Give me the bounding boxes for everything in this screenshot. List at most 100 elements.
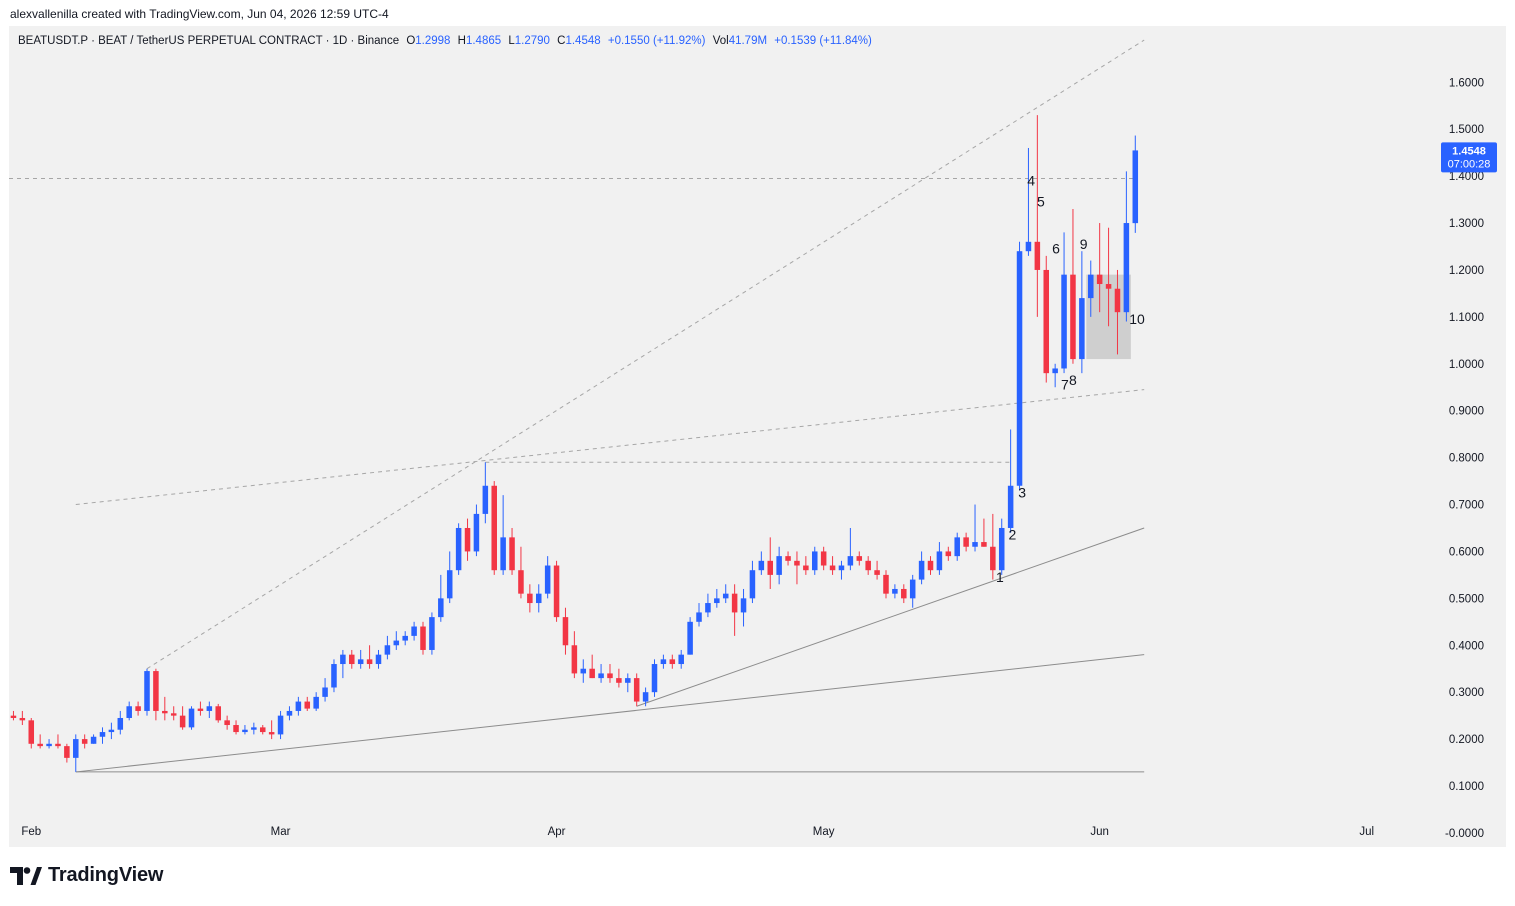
candle-body — [865, 560, 871, 571]
candle-body — [322, 687, 328, 697]
candle — [535, 584, 542, 613]
candle — [81, 734, 88, 749]
candle-body — [803, 565, 809, 571]
candle — [313, 692, 319, 711]
candle-body — [19, 717, 26, 721]
candle-body — [28, 720, 35, 744]
candle-body — [491, 485, 497, 571]
candle-body — [758, 560, 765, 571]
candle — [99, 727, 106, 744]
candle-body — [188, 708, 195, 728]
candle-body — [945, 551, 952, 557]
candle — [1123, 171, 1130, 322]
candle-body — [295, 701, 302, 711]
bar-countdown: 07:00:28 — [1448, 158, 1491, 170]
footer-brand[interactable]: TradingView — [10, 864, 163, 887]
candle — [580, 659, 587, 683]
candle-body — [1007, 485, 1014, 528]
candle-body — [215, 706, 221, 721]
candle — [366, 645, 373, 669]
candle-body — [429, 617, 435, 650]
candle-body — [535, 593, 542, 604]
candle — [224, 715, 230, 730]
candle-body — [598, 673, 604, 679]
wave-label: 5 — [1037, 194, 1045, 210]
wave-label: 1 — [996, 569, 1004, 585]
candle-body — [446, 570, 453, 599]
candle — [304, 696, 311, 711]
candle-body — [90, 736, 97, 744]
candle — [1025, 147, 1032, 256]
candle — [1114, 269, 1121, 355]
candle-body — [616, 678, 622, 683]
drawing-layer — [9, 39, 1145, 773]
candle-body — [981, 542, 987, 547]
candle — [286, 706, 293, 721]
candle — [73, 734, 79, 772]
candle-body — [455, 527, 462, 571]
trend-line — [75, 654, 1145, 773]
candle-body — [820, 551, 827, 566]
candle-body — [705, 603, 711, 613]
price-tick-label: 0.6000 — [1449, 546, 1484, 558]
candle — [268, 720, 275, 740]
price-tick-label: 0.1000 — [1449, 781, 1484, 793]
candle-body — [963, 537, 969, 547]
candle — [687, 617, 693, 655]
candle — [295, 696, 302, 716]
candle-body — [954, 537, 960, 557]
low-label: L — [508, 35, 515, 47]
candle-body — [847, 556, 854, 566]
candle-body — [740, 598, 747, 613]
time-tick-label: Jul — [1359, 826, 1374, 838]
candle — [215, 703, 221, 723]
candle — [55, 734, 61, 749]
price-tick-label: 0.7000 — [1449, 500, 1484, 512]
close-value: 1.4548 — [565, 35, 601, 47]
candle — [357, 649, 364, 669]
candle — [10, 710, 17, 721]
candle — [669, 654, 676, 669]
candle — [865, 556, 871, 575]
candle-body — [1016, 251, 1023, 486]
candle-body — [500, 537, 506, 571]
price-axis: 1.6000 1.5000 1.4000 1.3000 1.2000 1.1000 1.00… — [1445, 77, 1484, 840]
price-tick-label: 1.2000 — [1449, 265, 1484, 277]
candle-body — [375, 654, 382, 665]
open-value: 1.2998 — [415, 35, 451, 47]
candle-body — [197, 708, 204, 711]
candle — [562, 607, 569, 655]
candle — [927, 556, 934, 575]
candle — [749, 560, 756, 604]
candle — [544, 556, 551, 599]
candle-body — [224, 720, 230, 726]
chart-area[interactable] — [9, 26, 1506, 847]
candle-body — [277, 715, 284, 735]
candle-body — [749, 570, 756, 599]
low-value: 1.2790 — [514, 35, 550, 47]
candle-body — [687, 621, 693, 655]
candle-body — [170, 713, 177, 716]
candle — [509, 527, 515, 575]
high-label: H — [457, 35, 466, 47]
candle — [1105, 227, 1112, 327]
candle — [402, 631, 408, 646]
candle-body — [544, 565, 551, 594]
change-value: +0.1550 (+11.92%) — [607, 35, 706, 47]
candle — [1088, 260, 1094, 317]
candle-body — [1025, 241, 1032, 252]
price-tick-label: 0.8000 — [1449, 453, 1484, 465]
candle-body — [1043, 269, 1050, 374]
candle — [438, 574, 444, 622]
price-tick-label: 0.2000 — [1449, 734, 1484, 746]
candle — [491, 481, 497, 575]
candle-body — [64, 746, 70, 758]
price-tick-label: 1.1000 — [1449, 312, 1484, 324]
candle-body — [767, 560, 774, 575]
candle — [553, 560, 560, 622]
candle — [776, 546, 782, 585]
candle — [616, 668, 622, 688]
time-tick-label: May — [813, 826, 835, 838]
wave-label: 3 — [1018, 484, 1026, 500]
